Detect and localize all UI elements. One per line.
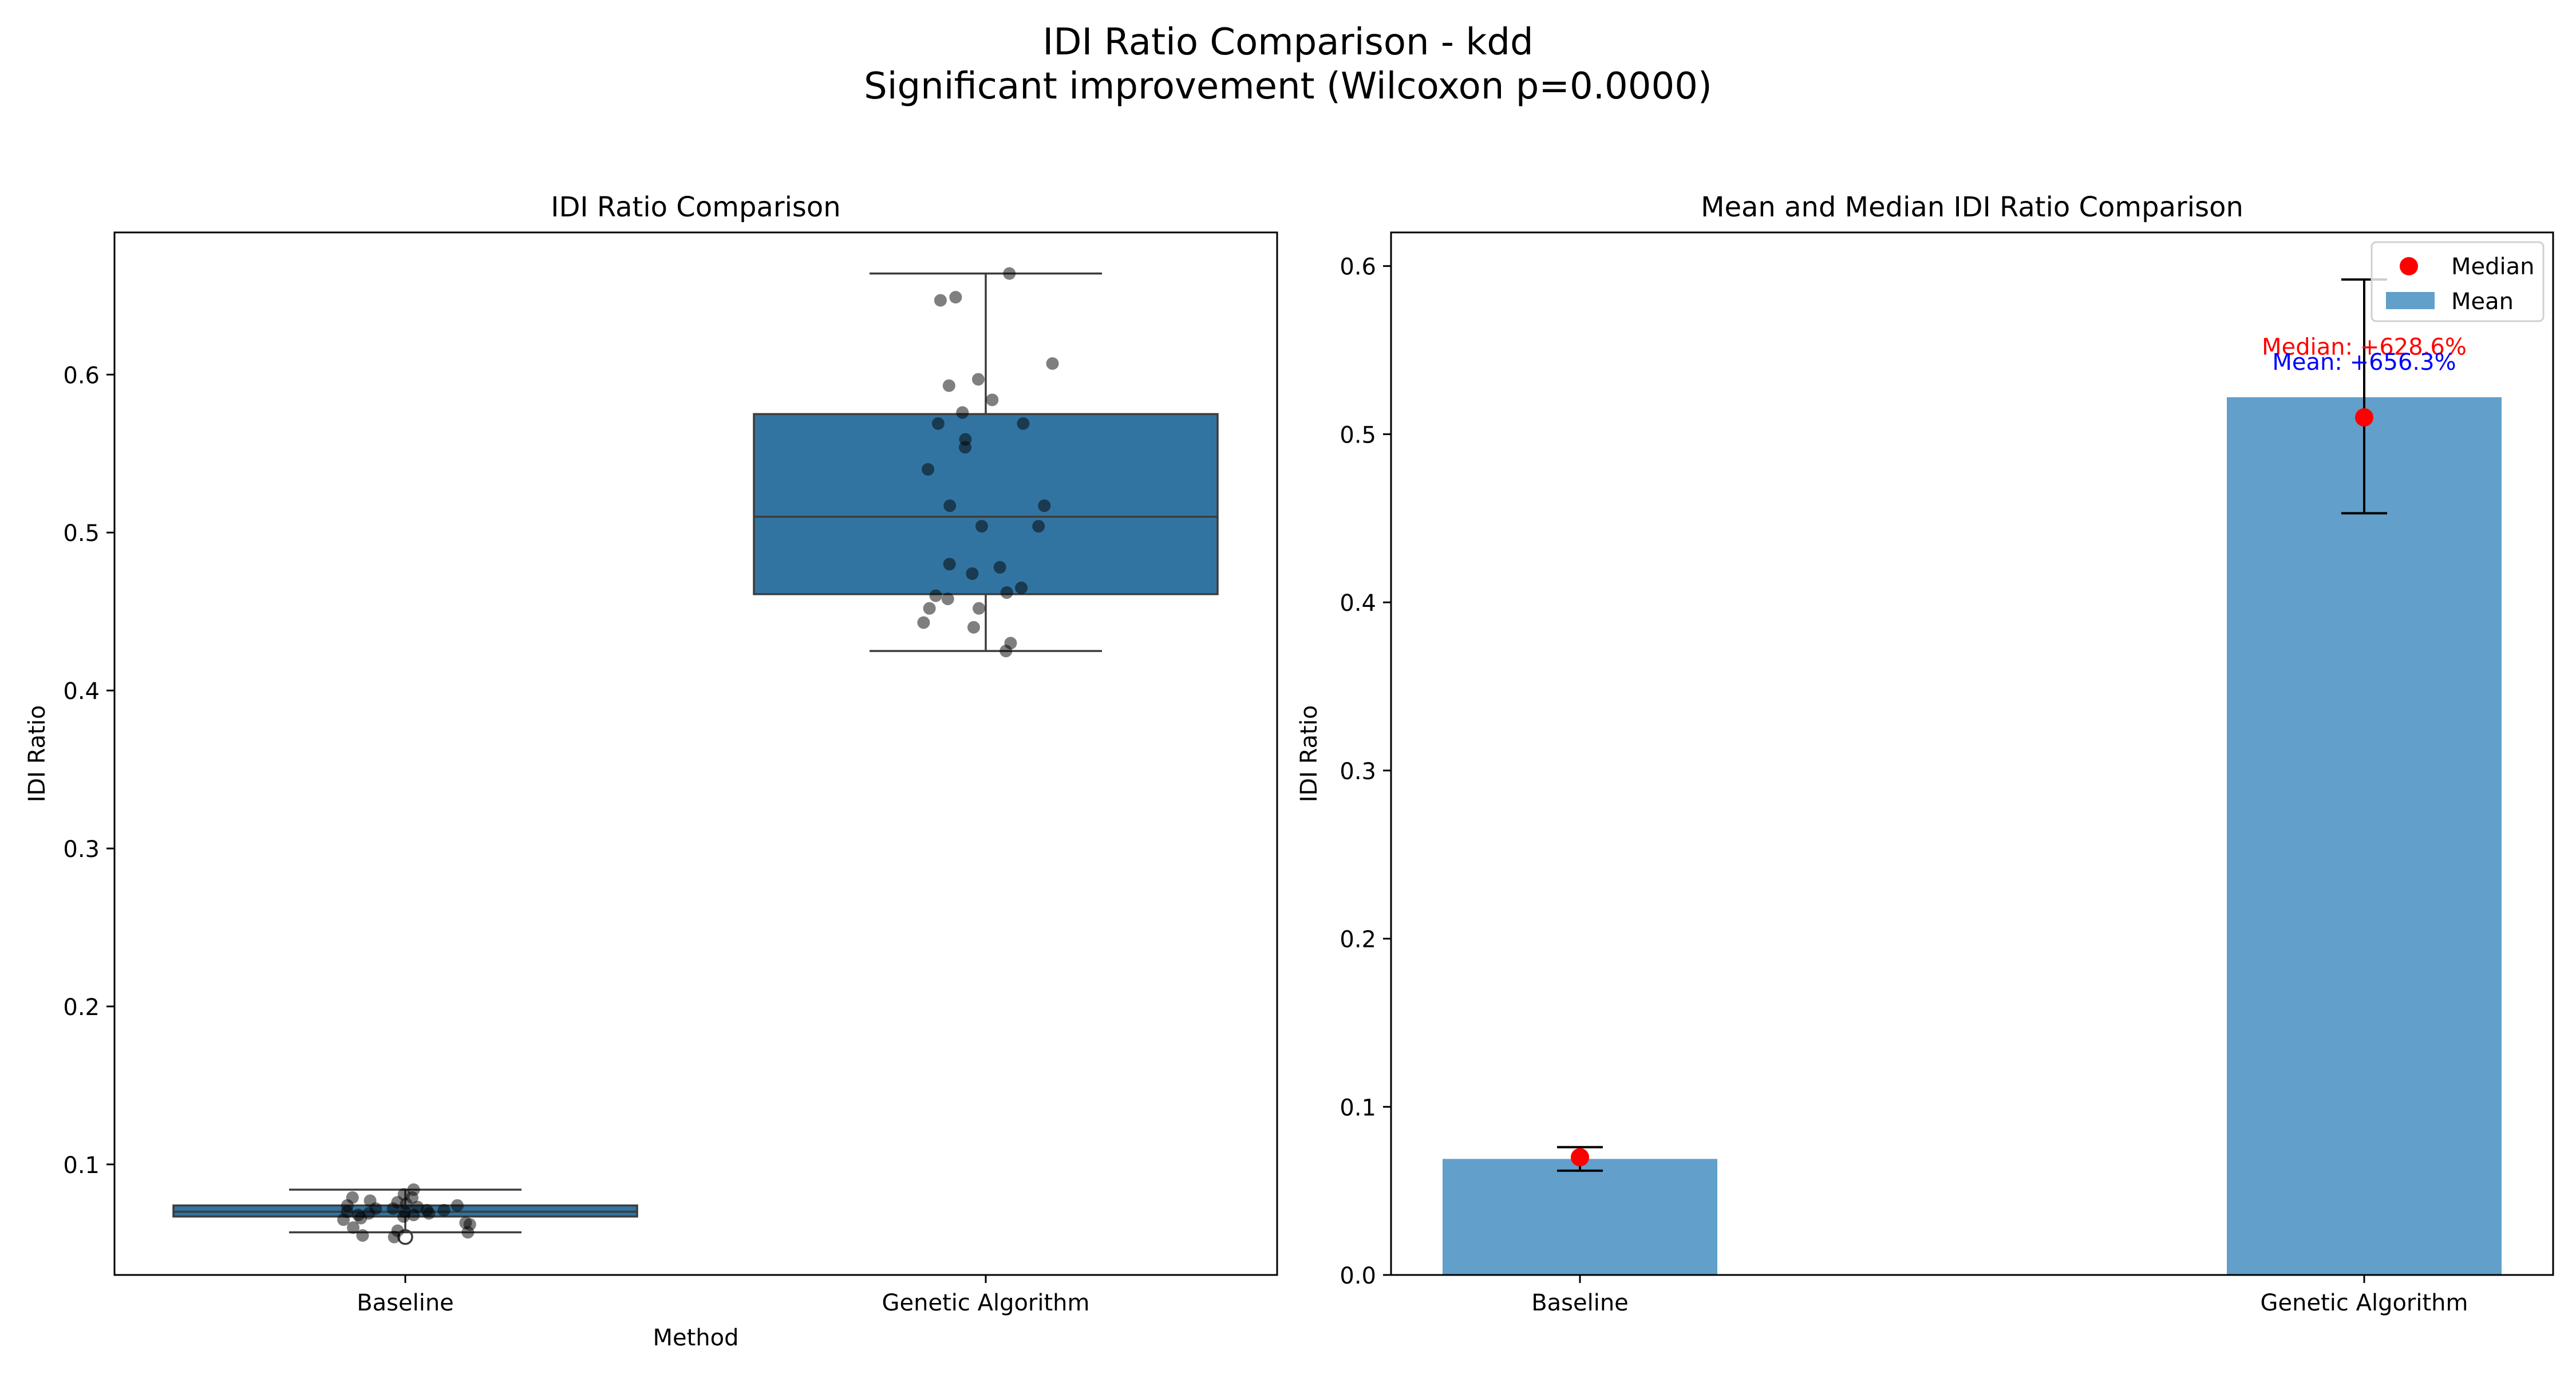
data-point	[942, 379, 955, 392]
data-point	[993, 560, 1006, 574]
right-y-axis-label: IDI Ratio	[1296, 705, 1322, 803]
x-tick-label: Baseline	[357, 1290, 454, 1316]
data-point	[1038, 499, 1051, 512]
y-tick-label: 0.0	[1340, 1263, 1376, 1289]
legend-median-marker	[2400, 257, 2418, 275]
median-marker-1	[2355, 408, 2373, 427]
data-point	[354, 1211, 368, 1225]
data-point	[386, 1202, 400, 1215]
data-point	[346, 1221, 359, 1234]
x-tick-label: Genetic Algorithm	[2261, 1290, 2468, 1316]
x-tick-label: Genetic Algorithm	[882, 1290, 1090, 1316]
data-point	[422, 1207, 436, 1220]
data-point	[337, 1213, 350, 1226]
data-point	[397, 1210, 410, 1223]
y-tick-label: 0.1	[63, 1152, 100, 1179]
data-point	[943, 499, 957, 512]
data-point	[461, 1226, 475, 1239]
suptitle-line2: Significant improvement (Wilcoxon p=0.00…	[864, 65, 1712, 108]
y-tick-label: 0.5	[63, 520, 100, 547]
data-point	[1003, 267, 1016, 280]
data-point	[973, 602, 986, 615]
data-point	[966, 567, 979, 580]
y-tick-label: 0.2	[63, 994, 100, 1021]
data-point	[975, 520, 988, 533]
mean-change-annotation: Mean: +656.3%	[2272, 349, 2456, 376]
data-point	[923, 602, 936, 615]
right-axes-frame	[1390, 231, 2554, 1276]
data-point	[437, 1203, 451, 1217]
data-point	[986, 393, 999, 406]
y-tick-label: 0.2	[1340, 927, 1376, 953]
data-point	[967, 621, 980, 634]
data-point	[929, 589, 942, 602]
data-point	[934, 294, 947, 307]
left-axes-frame	[113, 231, 1278, 1276]
data-point	[1000, 586, 1013, 599]
left-chart-title: IDI Ratio Comparison	[551, 191, 840, 223]
suptitle-line1: IDI Ratio Comparison - kdd	[1042, 21, 1533, 64]
data-point	[356, 1229, 369, 1242]
y-tick-label: 0.6	[1340, 254, 1376, 281]
median-change-annotation: Median: +628.6%	[2262, 334, 2467, 361]
median-marker-0	[1571, 1148, 1589, 1167]
data-point	[407, 1209, 420, 1222]
data-point	[917, 616, 930, 629]
data-point	[959, 441, 972, 454]
box-1	[753, 413, 1219, 595]
data-point	[406, 1191, 419, 1204]
data-point	[1017, 417, 1030, 430]
left-x-axis-label: Method	[653, 1325, 738, 1351]
y-tick-label: 0.3	[1340, 759, 1376, 785]
data-point	[941, 593, 954, 606]
data-point	[999, 645, 1013, 658]
data-point	[451, 1199, 464, 1212]
data-point	[943, 558, 956, 571]
legend-median-label: Median	[2451, 254, 2535, 280]
legend-mean-swatch	[2386, 292, 2435, 309]
data-point	[1046, 357, 1059, 370]
data-point	[388, 1230, 401, 1243]
y-tick-label: 0.4	[63, 678, 100, 705]
mean-bar-0	[1443, 1159, 1717, 1275]
data-point	[956, 406, 969, 419]
y-tick-label: 0.3	[63, 836, 100, 863]
left-y-axis-label: IDI Ratio	[24, 705, 50, 803]
legend: Median Mean	[2370, 241, 2545, 322]
y-tick-label: 0.6	[63, 362, 100, 389]
legend-mean-label: Mean	[2451, 289, 2514, 315]
data-point	[971, 373, 985, 386]
bar-panel: Mean and Median IDI Ratio Comparison Medi…	[1296, 191, 2554, 1316]
x-tick-label: Baseline	[1531, 1290, 1629, 1316]
y-tick-label: 0.5	[1340, 422, 1376, 448]
y-tick-label: 0.4	[1340, 590, 1376, 617]
right-chart-title: Mean and Median IDI Ratio Comparison	[1701, 191, 2243, 223]
mean-bar-1	[2227, 397, 2502, 1276]
data-point	[1015, 581, 1028, 594]
data-point	[922, 463, 935, 476]
data-point	[931, 417, 945, 430]
y-tick-label: 0.1	[1340, 1095, 1376, 1121]
boxplot-panel: IDI Ratio Comparison 0.1 0.2 0.3 0.4 0.5 0.6 Ba…	[24, 191, 1278, 1351]
data-point	[949, 291, 962, 304]
data-point	[1032, 520, 1045, 533]
